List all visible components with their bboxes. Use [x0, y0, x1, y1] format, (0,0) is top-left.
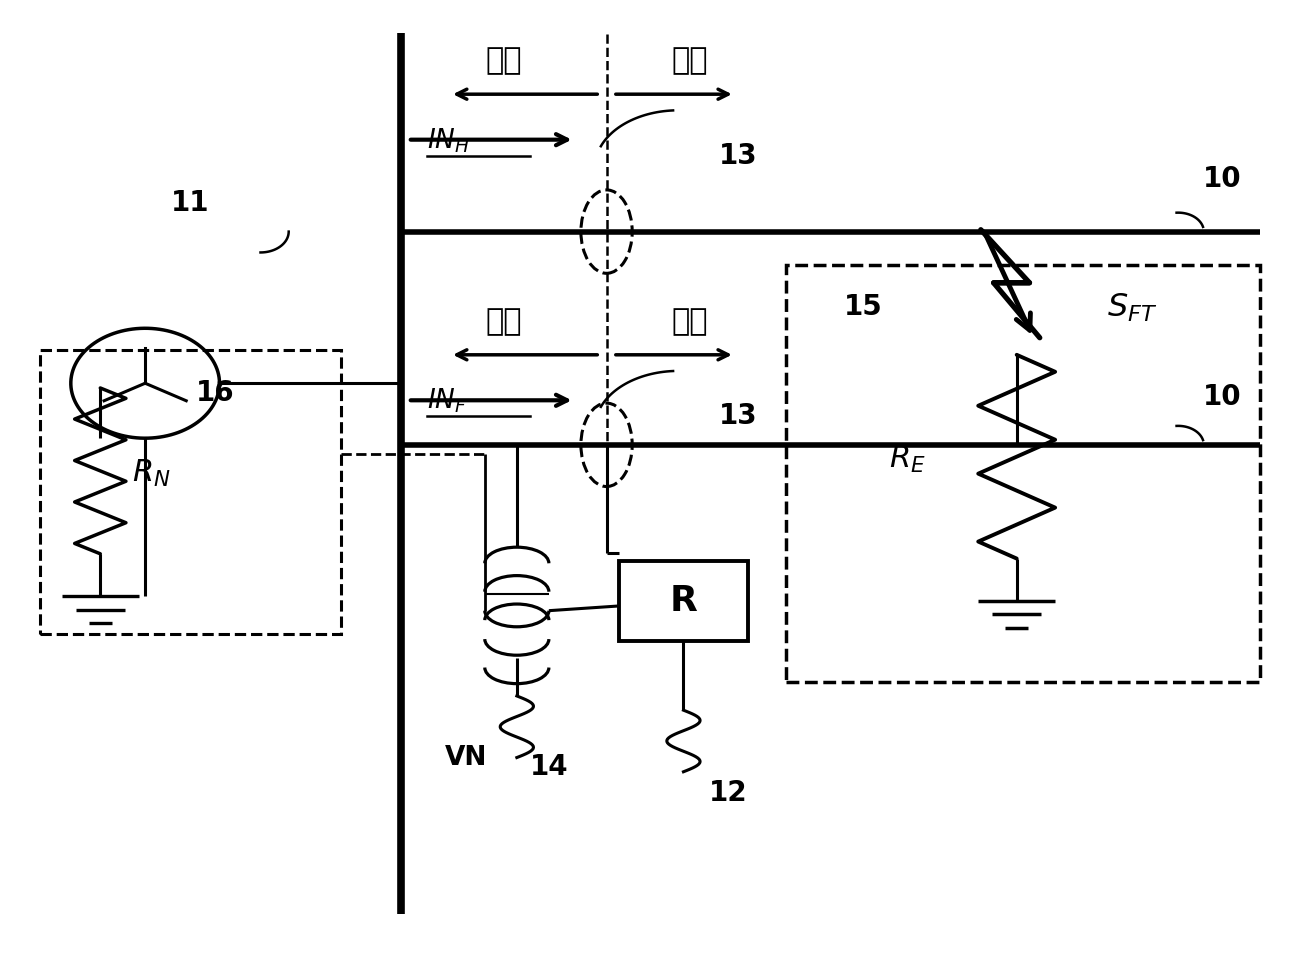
- Text: 16: 16: [196, 379, 235, 406]
- Text: $R_E$: $R_E$: [889, 444, 926, 474]
- Text: 13: 13: [720, 141, 759, 170]
- Text: 10: 10: [1202, 383, 1241, 411]
- Text: VN: VN: [444, 745, 486, 771]
- FancyBboxPatch shape: [786, 265, 1260, 682]
- Text: 13: 13: [720, 402, 759, 430]
- Text: 10: 10: [1202, 165, 1241, 193]
- Text: 正向: 正向: [672, 307, 708, 337]
- Text: $R_N$: $R_N$: [133, 458, 170, 489]
- Text: 11: 11: [170, 189, 209, 217]
- Text: $IN_H$: $IN_H$: [427, 126, 470, 155]
- Text: 反向: 反向: [486, 47, 522, 76]
- Text: 15: 15: [844, 293, 882, 321]
- Text: $IN_F$: $IN_F$: [427, 386, 467, 415]
- Text: 14: 14: [530, 753, 569, 781]
- FancyBboxPatch shape: [619, 561, 747, 641]
- Text: 反向: 反向: [486, 307, 522, 337]
- FancyBboxPatch shape: [40, 350, 342, 635]
- Text: 12: 12: [710, 778, 748, 807]
- Text: R: R: [670, 584, 698, 619]
- Text: $S_{FT}$: $S_{FT}$: [1107, 292, 1157, 324]
- Text: 正向: 正向: [672, 47, 708, 76]
